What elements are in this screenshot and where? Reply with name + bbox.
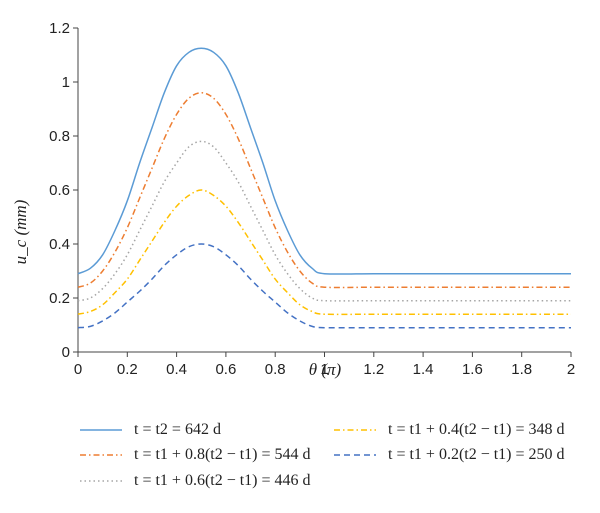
axes [73, 27, 572, 357]
y-tick-label: 0 [62, 344, 70, 361]
tick-labels: 0 0.2 0.4 0.6 0.8 1 1.2 0 0.2 0.4 0.6 0.8 1 1.2 1.4 1.6… [49, 20, 575, 378]
series-line-1 [77, 47, 571, 275]
x-tick-label: 0.2 [117, 361, 138, 378]
y-tick-label: 0.2 [49, 290, 70, 307]
y-tick-label: 0.8 [49, 128, 70, 145]
y-axis-label-text: u_c (mm) [11, 199, 30, 264]
series-line-3 [77, 140, 571, 302]
x-tick-label: 2 [567, 361, 575, 378]
y-tick-label: 1.2 [49, 20, 70, 37]
series-line-4 [77, 189, 571, 316]
x-tick-label: 1 [320, 361, 328, 378]
x-tick-label: 1.6 [462, 361, 483, 378]
x-tick-label: 0 [74, 361, 82, 378]
y-tick-label: 0.4 [49, 236, 70, 253]
x-tick-label: 0.6 [215, 361, 236, 378]
x-tick-label: 1.8 [511, 361, 532, 378]
series-line-5 [77, 243, 571, 329]
y-axis-label: u_c (mm) [11, 199, 30, 264]
x-axis-label: θ (π) [309, 360, 342, 379]
x-tick-label: 0.4 [166, 361, 187, 378]
x-tick-label: 1.4 [413, 361, 434, 378]
series-lines [77, 47, 571, 329]
x-tick-label: 1.2 [363, 361, 384, 378]
x-tick-label: 0.8 [265, 361, 286, 378]
y-tick-label: 1 [62, 74, 70, 91]
y-tick-label: 0.6 [49, 182, 70, 199]
series-line-2 [77, 92, 571, 289]
